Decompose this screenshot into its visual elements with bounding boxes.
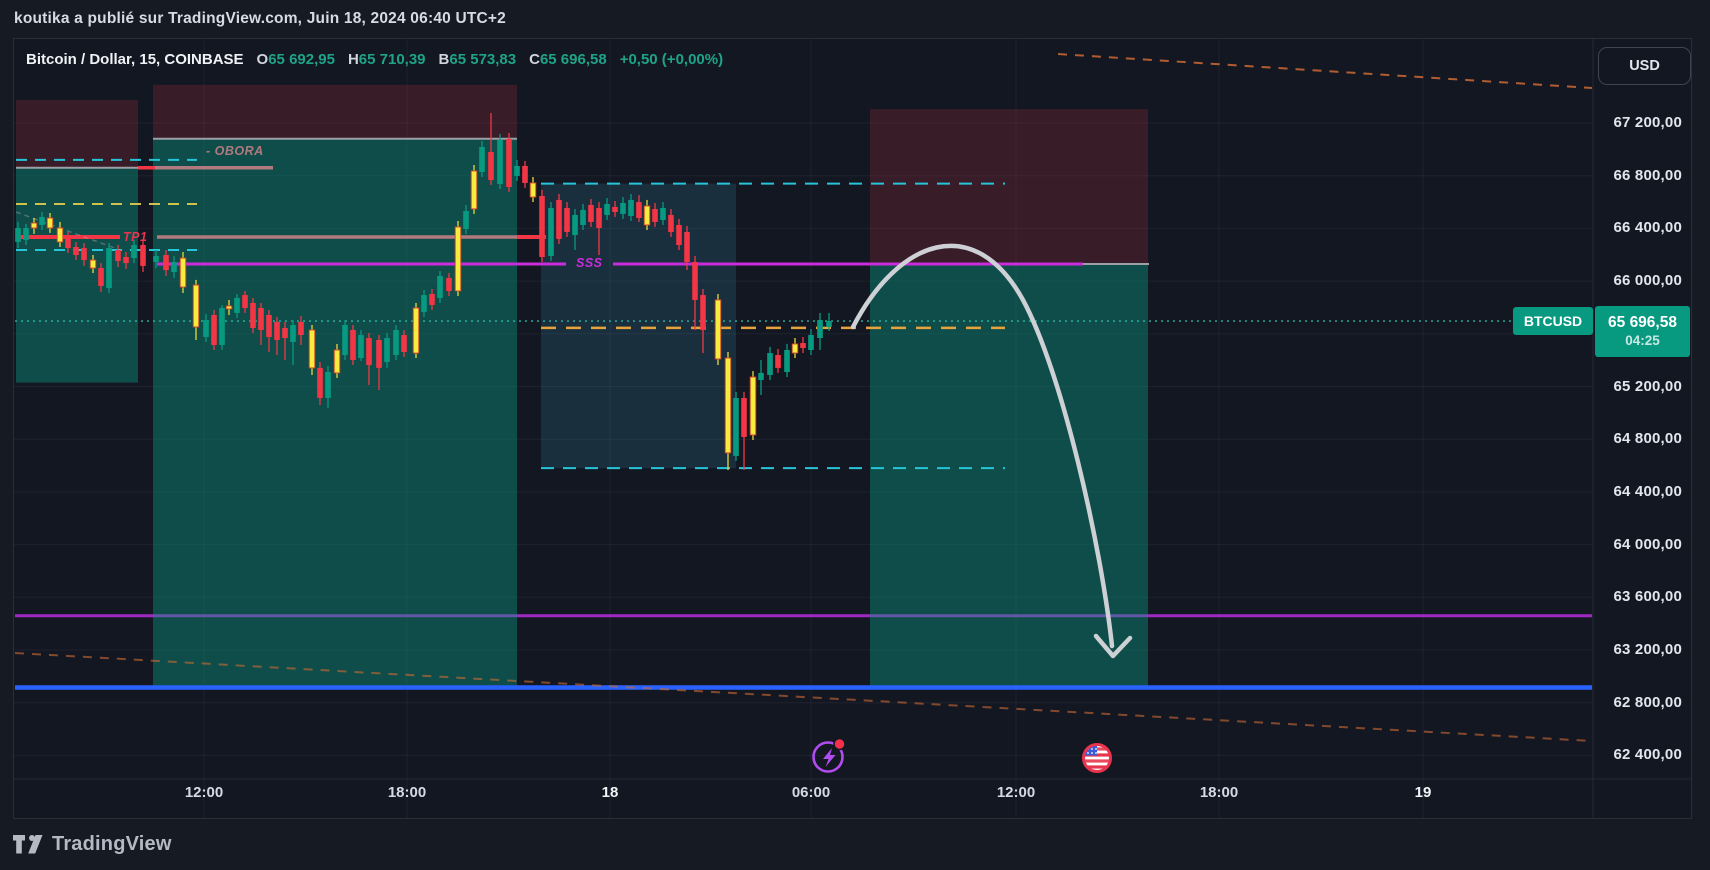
price-axis-label: 62 800,00 [1613,693,1682,711]
price-axis-label: 66 400,00 [1613,219,1682,237]
bar-countdown: 04:25 [1625,332,1660,348]
time-axis-label: 18 [601,784,619,801]
sss-label[interactable]: SSS [576,256,603,270]
price-axis-label: 64 400,00 [1613,482,1682,500]
ohlc-pair: O65 692,95 [256,51,335,68]
tradingview-footer[interactable]: TradingView [13,833,172,856]
price-axis-label: 66 800,00 [1613,166,1682,184]
tp1-label[interactable]: TP1 [123,230,148,244]
share-caption: koutika a publié sur TradingView.com, Ju… [14,10,506,27]
price-axis-label: 66 000,00 [1613,272,1682,290]
currency-usd-button[interactable]: USD [1598,47,1691,85]
ohlc-pair: C65 696,58 [529,51,607,68]
time-axis-label: 06:00 [791,784,831,801]
price-axis-label: 62 400,00 [1613,746,1682,764]
ohlc-values: O65 692,95 H65 710,39 B65 573,83 C65 696,58 [257,51,607,68]
last-price-value: 65 696,58 [1608,314,1677,332]
price-axis-label: 64 800,00 [1613,430,1682,448]
time-axis-label: 12:00 [184,784,224,801]
time-axis-label: 18:00 [387,784,427,801]
time-axis-label: 18:00 [1199,784,1239,801]
ohlc-pair: H65 710,39 [347,51,426,68]
chart-pane[interactable] [13,38,1692,819]
tradingview-logo-icon [13,835,43,854]
price-axis-label: 64 000,00 [1613,535,1682,553]
ohlc-pair: B65 573,83 [438,51,517,68]
price-axis-label: 65 200,00 [1613,377,1682,395]
price-axis-label: 63 200,00 [1613,641,1682,658]
symbol-title[interactable]: Bitcoin / Dollar, 15, COINBASE [26,51,244,68]
time-axis-label: 19 [1414,784,1432,801]
tradingview-brand[interactable]: TradingView [52,833,172,855]
change-value: +0,50 (+0,00%) [619,51,724,68]
time-axis-label: 12:00 [996,784,1036,801]
price-axis-label: 63 600,00 [1613,588,1682,606]
symbol-legend[interactable]: Bitcoin / Dollar, 15, COINBASE O65 692,9… [26,51,723,68]
last-price-tag: 65 696,58 04:25 [1595,306,1690,358]
obora-label[interactable]: - OBORA [206,144,264,158]
last-price-symbol-tag: BTCUSD [1513,307,1593,336]
price-axis-label: 67 200,00 [1613,114,1682,131]
